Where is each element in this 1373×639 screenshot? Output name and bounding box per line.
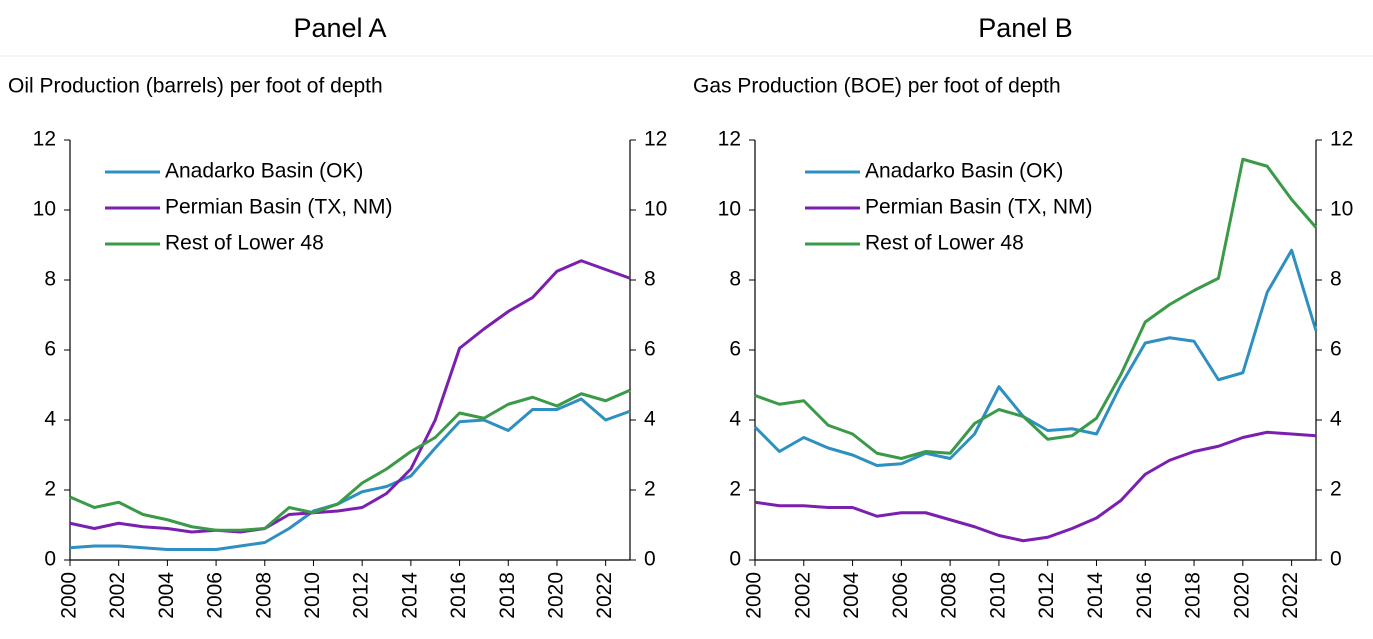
x-tick-label: 2012 bbox=[1035, 572, 1058, 619]
x-tick-label: 2004 bbox=[840, 572, 863, 619]
y-tick-label: 6 bbox=[44, 338, 56, 361]
x-tick-label: 2006 bbox=[204, 572, 227, 619]
y-tick-label: 12 bbox=[718, 128, 741, 151]
series-line bbox=[69, 397, 631, 551]
legend-label: Rest of Lower 48 bbox=[165, 232, 324, 255]
series-line bbox=[69, 388, 631, 532]
x-tick-label: 2010 bbox=[986, 572, 1009, 619]
y2-tick-label: 8 bbox=[644, 268, 656, 291]
series-line bbox=[753, 248, 1318, 467]
x-tick-label: 2022 bbox=[593, 572, 616, 619]
x-tick-label: 2008 bbox=[938, 572, 961, 619]
x-tick-label: 2014 bbox=[398, 572, 421, 619]
x-tick-label: 2000 bbox=[58, 572, 81, 619]
x-tick-label: 2020 bbox=[545, 572, 568, 619]
legend-label: Rest of Lower 48 bbox=[865, 232, 1024, 255]
x-tick-label: 2002 bbox=[106, 572, 129, 619]
x-tick-label: 2000 bbox=[743, 572, 766, 619]
x-tick-label: 2020 bbox=[1230, 572, 1253, 619]
legend-label: Anadarko Basin (OK) bbox=[165, 160, 363, 183]
y2-tick-label: 4 bbox=[1330, 408, 1342, 431]
y2-tick-label: 4 bbox=[644, 408, 656, 431]
panel-title: Panel B bbox=[978, 13, 1073, 43]
y2-tick-label: 12 bbox=[644, 128, 667, 151]
x-tick-label: 2008 bbox=[252, 572, 275, 619]
panel-subtitle: Oil Production (barrels) per foot of dep… bbox=[8, 75, 383, 98]
y-tick-label: 10 bbox=[33, 198, 56, 221]
y2-tick-label: 10 bbox=[1330, 198, 1353, 221]
y-tick-label: 8 bbox=[729, 268, 741, 291]
x-tick-label: 2014 bbox=[1084, 572, 1107, 619]
y2-tick-label: 0 bbox=[644, 548, 656, 571]
x-tick-label: 2006 bbox=[889, 572, 912, 619]
legend-label: Anadarko Basin (OK) bbox=[865, 160, 1063, 183]
series-line bbox=[754, 157, 1318, 460]
y-tick-label: 2 bbox=[729, 478, 741, 501]
legend-label: Permian Basin (TX, NM) bbox=[865, 196, 1093, 219]
series-line bbox=[754, 430, 1317, 543]
y-tick-label: 10 bbox=[718, 198, 741, 221]
x-tick-label: 2016 bbox=[447, 572, 470, 619]
y-tick-label: 4 bbox=[44, 408, 56, 431]
y2-tick-label: 0 bbox=[1330, 548, 1342, 571]
x-tick-label: 2018 bbox=[1182, 572, 1205, 619]
y-tick-label: 4 bbox=[729, 408, 741, 431]
y-tick-label: 0 bbox=[44, 548, 56, 571]
y-tick-label: 12 bbox=[33, 128, 56, 151]
y2-tick-label: 6 bbox=[1330, 338, 1342, 361]
y-tick-label: 0 bbox=[729, 548, 741, 571]
x-tick-label: 2018 bbox=[496, 572, 519, 619]
y-tick-label: 2 bbox=[44, 478, 56, 501]
y-tick-label: 6 bbox=[729, 338, 741, 361]
x-tick-label: 2012 bbox=[350, 572, 373, 619]
x-tick-label: 2022 bbox=[1279, 572, 1302, 619]
x-tick-label: 2002 bbox=[791, 572, 814, 619]
y2-tick-label: 2 bbox=[1330, 478, 1342, 501]
panel-title: Panel A bbox=[293, 13, 386, 43]
y2-tick-label: 12 bbox=[1330, 128, 1353, 151]
y2-tick-label: 8 bbox=[1330, 268, 1342, 291]
panel-subtitle: Gas Production (BOE) per foot of depth bbox=[693, 75, 1061, 98]
series-line bbox=[69, 259, 631, 534]
y-tick-label: 8 bbox=[44, 268, 56, 291]
y2-tick-label: 10 bbox=[644, 198, 667, 221]
y2-tick-label: 2 bbox=[644, 478, 656, 501]
x-tick-label: 2010 bbox=[301, 572, 324, 619]
x-tick-label: 2004 bbox=[155, 572, 178, 619]
legend-label: Permian Basin (TX, NM) bbox=[165, 196, 393, 219]
x-tick-label: 2016 bbox=[1133, 572, 1156, 619]
y2-tick-label: 6 bbox=[644, 338, 656, 361]
